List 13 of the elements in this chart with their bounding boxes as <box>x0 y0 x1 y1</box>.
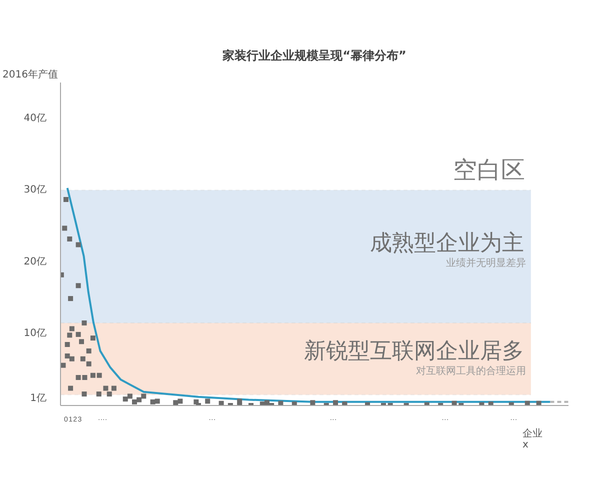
annotation: 空白区 <box>452 156 525 184</box>
chart-title: 家装行业企业规模呈现“幂律分布” <box>222 48 406 62</box>
band-label: 成熟型企业为主 <box>370 230 524 256</box>
y-tick-label: 20亿 <box>24 256 47 268</box>
annotation: 业绩并无明显差异 <box>446 256 526 269</box>
annotation: 对互联网工具的合理运用 <box>416 365 526 378</box>
y-tick-label: 30亿 <box>24 184 47 196</box>
x-axis-title: 企业 x <box>522 428 542 450</box>
y-tick-label: 1亿 <box>30 392 47 404</box>
y-tick-label: 10亿 <box>24 328 47 340</box>
y-tick-label: 40亿 <box>24 112 47 124</box>
y-axis-title: 2016年产值 <box>2 68 58 80</box>
band-label: 新锐型互联网企业居多 <box>304 339 524 364</box>
